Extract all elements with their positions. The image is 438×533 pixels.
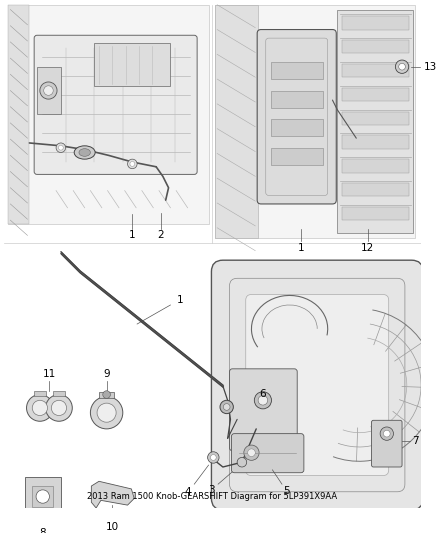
Text: 2013 Ram 1500 Knob-GEARSHIFT Diagram for 5LP391X9AA: 2013 Ram 1500 Knob-GEARSHIFT Diagram for… xyxy=(87,492,337,502)
Text: 13: 13 xyxy=(424,62,437,72)
Text: 1: 1 xyxy=(129,230,136,240)
Bar xyxy=(53,391,65,397)
FancyBboxPatch shape xyxy=(34,35,197,174)
Bar xyxy=(8,5,29,224)
Circle shape xyxy=(258,395,268,405)
Text: 7: 7 xyxy=(412,437,419,446)
Text: 5: 5 xyxy=(283,486,290,496)
Circle shape xyxy=(51,400,67,416)
Bar xyxy=(342,88,409,101)
Ellipse shape xyxy=(74,146,95,159)
Bar xyxy=(342,183,409,196)
Bar xyxy=(271,119,323,136)
Bar xyxy=(271,148,323,165)
Bar xyxy=(342,207,409,220)
Circle shape xyxy=(44,86,53,95)
Text: 8: 8 xyxy=(39,528,46,533)
Bar xyxy=(342,135,409,149)
Bar xyxy=(215,5,415,238)
Bar xyxy=(25,477,61,516)
Bar xyxy=(34,391,46,397)
FancyBboxPatch shape xyxy=(371,421,402,467)
Polygon shape xyxy=(92,481,134,508)
Text: 9: 9 xyxy=(103,369,110,378)
Text: 11: 11 xyxy=(43,369,56,378)
Bar xyxy=(337,10,413,233)
FancyBboxPatch shape xyxy=(246,295,389,475)
Bar xyxy=(8,5,208,224)
Text: 6: 6 xyxy=(260,389,266,399)
Text: 12: 12 xyxy=(361,243,374,253)
Circle shape xyxy=(208,452,219,463)
FancyBboxPatch shape xyxy=(231,434,304,473)
Circle shape xyxy=(130,161,135,166)
Circle shape xyxy=(97,403,116,422)
Text: 3: 3 xyxy=(208,485,215,495)
Circle shape xyxy=(247,449,255,457)
Circle shape xyxy=(396,60,409,74)
Circle shape xyxy=(56,143,66,152)
Bar xyxy=(342,16,409,29)
FancyBboxPatch shape xyxy=(212,260,423,510)
Bar xyxy=(342,64,409,77)
Circle shape xyxy=(46,394,72,421)
Bar xyxy=(99,392,114,398)
Bar xyxy=(271,91,323,108)
Circle shape xyxy=(58,146,63,150)
Text: 4: 4 xyxy=(184,487,191,497)
Circle shape xyxy=(90,397,123,429)
Bar xyxy=(342,159,409,173)
Circle shape xyxy=(244,445,259,461)
Bar xyxy=(37,67,61,115)
FancyBboxPatch shape xyxy=(257,29,336,204)
Text: 10: 10 xyxy=(106,522,119,532)
Circle shape xyxy=(254,392,272,409)
Text: 1: 1 xyxy=(298,243,304,253)
Circle shape xyxy=(36,490,49,503)
Circle shape xyxy=(127,159,137,168)
Text: 1: 1 xyxy=(177,295,183,305)
Text: 2: 2 xyxy=(158,230,164,240)
Bar xyxy=(342,111,409,125)
Circle shape xyxy=(40,82,57,99)
Ellipse shape xyxy=(79,149,90,156)
Circle shape xyxy=(27,394,53,421)
Circle shape xyxy=(399,63,406,70)
Circle shape xyxy=(380,427,393,440)
Bar xyxy=(94,43,170,86)
Circle shape xyxy=(383,430,390,437)
Bar xyxy=(271,62,323,79)
Bar xyxy=(215,5,258,238)
Circle shape xyxy=(220,400,233,414)
Circle shape xyxy=(32,400,47,416)
FancyBboxPatch shape xyxy=(230,369,297,451)
Bar xyxy=(342,40,409,53)
Circle shape xyxy=(237,457,247,467)
Circle shape xyxy=(223,403,230,410)
Bar xyxy=(32,486,53,507)
Circle shape xyxy=(103,391,110,398)
Circle shape xyxy=(211,455,216,461)
